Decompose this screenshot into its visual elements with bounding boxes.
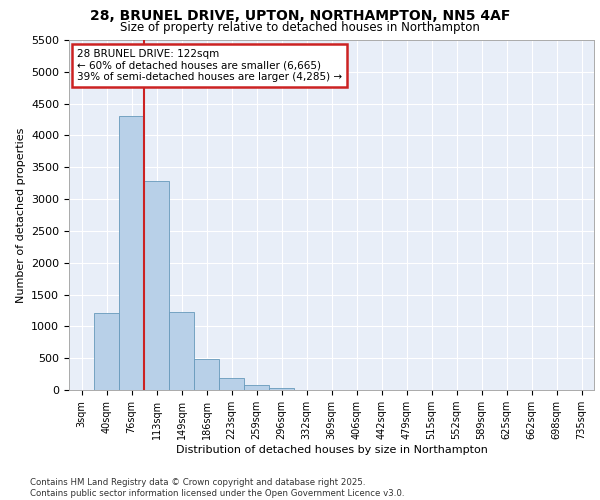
Bar: [144, 180, 169, 390]
Text: Contains HM Land Registry data © Crown copyright and database right 2025.
Contai: Contains HM Land Registry data © Crown c…: [30, 478, 404, 498]
Bar: [269, 388, 294, 390]
Bar: [219, 378, 244, 390]
Y-axis label: Number of detached properties: Number of detached properties: [16, 128, 26, 302]
Bar: [119, 116, 144, 390]
Bar: [244, 385, 269, 390]
Text: 28 BRUNEL DRIVE: 122sqm
← 60% of detached houses are smaller (6,665)
39% of semi: 28 BRUNEL DRIVE: 122sqm ← 60% of detache…: [77, 49, 342, 82]
Bar: [94, 313, 119, 390]
Text: 28, BRUNEL DRIVE, UPTON, NORTHAMPTON, NN5 4AF: 28, BRUNEL DRIVE, UPTON, NORTHAMPTON, NN…: [90, 9, 510, 23]
Bar: [194, 359, 219, 390]
X-axis label: Distribution of detached houses by size in Northampton: Distribution of detached houses by size …: [176, 445, 487, 455]
Bar: [169, 312, 194, 390]
Text: Size of property relative to detached houses in Northampton: Size of property relative to detached ho…: [120, 21, 480, 34]
